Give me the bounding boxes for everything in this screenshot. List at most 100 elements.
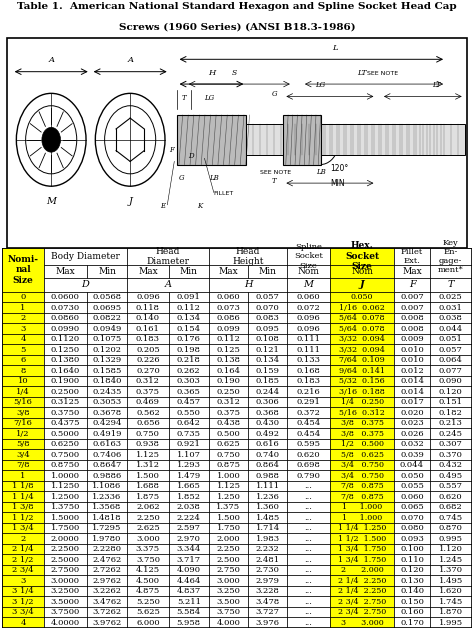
Text: 2.0000: 2.0000 [51,534,80,543]
Bar [330,607,394,617]
Text: 2.481: 2.481 [255,556,280,564]
Bar [127,450,169,460]
Bar [287,607,330,617]
Bar [169,313,209,323]
Bar [87,597,127,607]
Bar [127,323,169,334]
Bar [330,523,394,533]
Text: 1.2500: 1.2500 [51,492,80,501]
Text: 2.625: 2.625 [136,524,160,532]
Bar [127,302,169,313]
Text: 0.077: 0.077 [439,367,463,374]
Text: 0.0949: 0.0949 [92,325,122,333]
Bar [394,439,429,450]
Bar [169,555,209,565]
Text: 0.039: 0.039 [400,451,424,458]
Bar [44,512,87,523]
Text: 5: 5 [20,345,26,354]
Bar [330,617,394,628]
Text: Head
Diameter: Head Diameter [146,247,190,266]
Bar [2,376,44,386]
Text: 4.090: 4.090 [177,566,201,574]
Bar [429,491,472,502]
Bar [209,334,248,344]
Text: 0.0568: 0.0568 [92,293,122,301]
Text: 1.370: 1.370 [438,566,463,574]
Bar [87,470,127,481]
Text: 0.7406: 0.7406 [92,451,122,458]
Text: 0.170: 0.170 [400,619,424,627]
Text: 1 1/4: 1 1/4 [12,492,34,501]
Text: 2: 2 [20,314,26,322]
Bar [429,533,472,544]
Text: 0.110: 0.110 [400,556,424,564]
Bar [169,428,209,439]
Bar [44,470,87,481]
Bar [169,555,209,565]
Bar [87,439,127,450]
Text: Fillet
Ext.: Fillet Ext. [401,248,423,265]
Text: 1.3750: 1.3750 [51,503,80,511]
Text: 1.714: 1.714 [255,524,280,532]
Text: 0.3678: 0.3678 [92,409,122,416]
Text: 0.072: 0.072 [297,303,320,311]
Bar [44,555,87,565]
Bar [209,575,248,586]
Bar [429,428,472,439]
Bar [209,323,248,334]
Bar [330,248,394,264]
Bar [429,386,472,397]
Text: 1     1.000: 1 1.000 [342,514,382,522]
Bar [248,502,287,512]
Bar [127,460,169,470]
Text: 2.597: 2.597 [177,524,201,532]
Text: M: M [303,280,313,290]
Bar [248,617,287,628]
Bar [2,565,44,575]
Bar [287,565,330,575]
Text: 3/4   0.750: 3/4 0.750 [341,472,383,480]
Bar [330,323,394,334]
Bar [87,533,127,544]
Text: 0.625: 0.625 [217,440,240,448]
Bar [248,491,287,502]
Text: 1.485: 1.485 [255,514,280,522]
Bar [429,586,472,597]
Bar [248,397,287,408]
Bar [87,512,127,523]
Text: 0.262: 0.262 [177,367,201,374]
Text: 0.216: 0.216 [297,387,320,396]
Text: 0.303: 0.303 [177,377,201,385]
Bar [44,292,87,302]
Bar [44,386,87,397]
Bar [429,302,472,313]
Bar [127,323,169,334]
Text: 1 1/4  1.250: 1 1/4 1.250 [338,524,386,532]
Text: 1.479: 1.479 [177,472,201,480]
Bar [394,334,429,344]
Bar [248,586,287,597]
Bar [87,617,127,628]
Text: 1/2: 1/2 [16,430,30,438]
Bar [169,544,209,555]
Text: 3.727: 3.727 [255,609,280,616]
Bar [2,355,44,365]
Text: 2: 2 [20,534,26,543]
Bar [209,470,248,481]
Bar [209,523,248,533]
Bar [287,470,330,481]
Text: 2.2280: 2.2280 [92,545,121,553]
Bar [87,481,127,491]
Bar [287,555,330,565]
Text: 1 3/8: 1 3/8 [12,503,34,511]
Text: 2.250: 2.250 [217,545,240,553]
Bar [248,397,287,408]
Text: 0.375: 0.375 [136,387,160,396]
Text: 3/4   0.750: 3/4 0.750 [341,461,383,469]
Bar [169,617,209,628]
Bar [394,386,429,397]
Bar [330,450,394,460]
Bar [394,481,429,491]
Text: 0.306: 0.306 [256,398,280,406]
Bar [44,586,87,597]
